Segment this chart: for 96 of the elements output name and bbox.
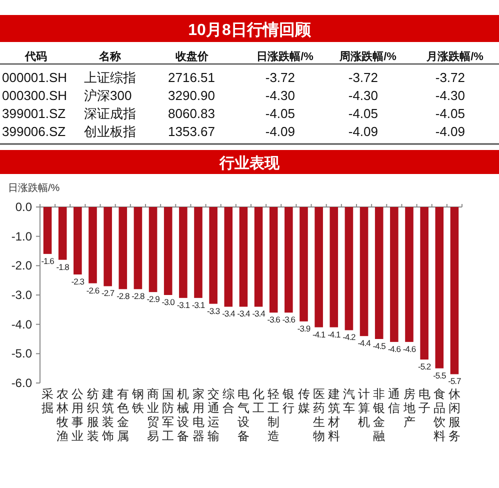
x-tick-label: 医药生物 xyxy=(312,387,325,443)
text: 399006.SZ xyxy=(2,124,66,139)
data-label: -2.6 xyxy=(86,285,100,296)
text: 创业板指 xyxy=(84,124,136,139)
x-tick-label: 建筑装饰 xyxy=(100,387,114,443)
text: -4.05 xyxy=(435,106,465,121)
x-tick-label: 机械设备 xyxy=(177,387,190,443)
text: 8060.83 xyxy=(168,106,215,121)
y-tick-label: 0.0 xyxy=(15,200,32,214)
text: -4.09 xyxy=(348,124,378,139)
text: 1353.67 xyxy=(168,124,215,139)
y-tick-label: -3.0 xyxy=(11,288,32,302)
text: -4.30 xyxy=(265,88,295,103)
text: -4.05 xyxy=(265,106,295,121)
category-label: 收盘价 xyxy=(176,50,210,63)
x-tick-label: 电子 xyxy=(418,387,430,415)
x-tick-label: 汽车 xyxy=(342,387,355,415)
text: 沪深300 xyxy=(84,88,132,103)
x-tick-label: 有色金属 xyxy=(116,387,129,443)
data-label: -3.6 xyxy=(267,314,281,325)
data-label: -3.3 xyxy=(206,306,220,316)
data-label: -5.5 xyxy=(433,370,446,380)
x-tick-label: 传媒 xyxy=(298,387,310,415)
x-tick-label: 休闲服务 xyxy=(448,387,460,443)
data-label: -4.1 xyxy=(312,329,326,340)
y-tick-label: -5.0 xyxy=(11,346,32,361)
text: 10月8日行情回顾 xyxy=(188,21,312,39)
data-label: -1.6 xyxy=(41,256,55,266)
data-label: -2.8 xyxy=(132,291,146,302)
text: -3.72 xyxy=(435,70,465,85)
text: -4.05 xyxy=(348,106,378,121)
data-label: -4.6 xyxy=(402,344,416,354)
x-tick-label: 商业贸易 xyxy=(147,387,160,443)
data-label: -3.0 xyxy=(162,297,176,307)
x-tick-label: 银行 xyxy=(282,387,295,415)
text: -4.30 xyxy=(435,88,465,103)
data-label: -5.7 xyxy=(448,376,462,386)
x-tick-label: 食品饮料 xyxy=(432,387,446,443)
category-label: 周涨跌幅/% xyxy=(338,50,397,63)
text: -4.30 xyxy=(348,88,378,103)
data-label: -4.5 xyxy=(372,341,386,351)
text: -3.72 xyxy=(348,70,378,85)
x-tick-label: 公用事业 xyxy=(72,387,84,443)
y-tick-label: -6.0 xyxy=(11,376,32,390)
data-label: -3.6 xyxy=(282,314,296,325)
data-label: -3.9 xyxy=(297,323,311,334)
x-tick-label: 国防军工 xyxy=(162,387,174,443)
data-label: -3.4 xyxy=(237,308,251,319)
text: 深证成指 xyxy=(84,106,136,121)
data-label: -3.1 xyxy=(192,300,206,310)
data-label: -3.4 xyxy=(252,308,266,319)
x-tick-label: 非银金融 xyxy=(372,387,386,443)
x-tick-label: 农林牧渔 xyxy=(56,387,69,443)
x-tick-label: 综合 xyxy=(222,387,234,415)
data-label: -1.8 xyxy=(56,262,70,272)
data-label: -5.2 xyxy=(418,362,432,372)
x-tick-label: 采掘 xyxy=(42,387,54,415)
category-label: 月涨跌幅/% xyxy=(426,50,484,63)
y-axis-title: 日涨跌幅/% xyxy=(8,182,60,194)
text: -3.72 xyxy=(265,70,295,85)
chart-title: 行业表现 xyxy=(218,155,280,172)
x-tick-label: 交通运输 xyxy=(207,387,220,443)
data-label: -2.3 xyxy=(71,276,85,286)
data-label: -2.7 xyxy=(101,288,115,298)
data-label: -2.9 xyxy=(146,294,160,304)
data-label: -4.4 xyxy=(358,338,372,348)
text: 000300.SH xyxy=(2,88,68,103)
text: 2716.51 xyxy=(168,70,215,85)
x-tick-label: 电气设备 xyxy=(237,387,250,443)
x-tick-label: 纺织服装 xyxy=(86,387,99,443)
text: 399001.SZ xyxy=(2,106,66,121)
x-tick-label: 轻工制造 xyxy=(268,387,280,443)
category-label: 名称 xyxy=(98,50,122,63)
data-label: -4.2 xyxy=(342,332,356,342)
y-tick-label: -1.0 xyxy=(11,229,32,244)
y-tick-label: -2.0 xyxy=(11,258,32,273)
x-tick-label: 建筑材料 xyxy=(326,387,340,443)
x-tick-label: 钢铁 xyxy=(130,387,144,415)
text: 000001.SH xyxy=(2,70,68,85)
x-tick-label: 计算机 xyxy=(358,387,370,429)
y-tick-label: -4.0 xyxy=(11,317,32,332)
data-label: -4.1 xyxy=(328,329,341,340)
category-label: 日涨跌幅/% xyxy=(256,50,314,63)
text: -4.09 xyxy=(265,124,295,139)
data-label: -3.1 xyxy=(176,300,190,310)
data-label: -2.8 xyxy=(116,291,130,302)
x-tick-label: 房地产 xyxy=(402,387,416,429)
data-label: -3.4 xyxy=(222,308,236,319)
data-label: -4.6 xyxy=(388,344,402,354)
x-tick-label: 家用电器 xyxy=(192,387,204,443)
text: 3290.90 xyxy=(168,88,215,103)
x-tick-label: 化工 xyxy=(252,387,265,415)
text: 上证综指 xyxy=(84,70,136,85)
x-tick-label: 通信 xyxy=(388,387,400,415)
category-label: 代码 xyxy=(24,51,47,63)
text: -4.09 xyxy=(435,124,465,139)
